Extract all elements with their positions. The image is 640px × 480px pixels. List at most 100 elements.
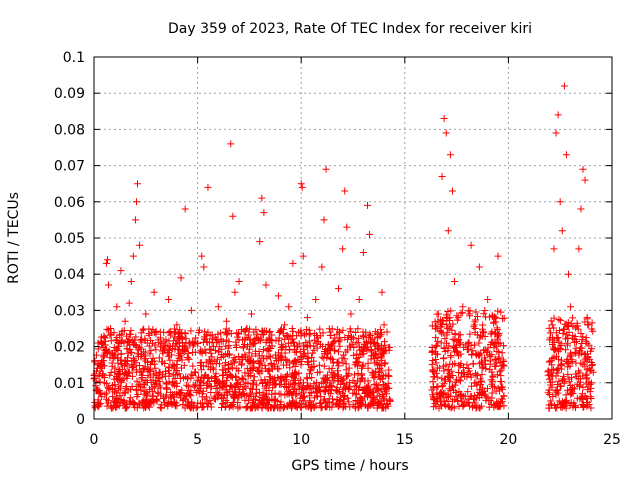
data-point [192,334,200,342]
data-point [192,368,200,376]
data-point [305,326,313,334]
data-point [127,385,135,393]
data-point [339,245,347,253]
data-point [106,385,114,393]
data-point [238,361,246,369]
data-point [554,389,562,397]
data-point [465,399,473,407]
data-point [99,370,107,378]
data-point [280,325,288,333]
data-point [153,395,161,403]
data-point [211,373,219,381]
data-point [305,337,313,345]
data-point [449,320,457,328]
data-point [273,357,281,365]
data-point [371,340,379,348]
data-point [297,404,305,412]
data-point [335,397,343,405]
data-point [369,351,377,359]
data-point [559,329,567,337]
data-point [448,382,456,390]
data-point [176,326,184,334]
data-point [457,309,465,317]
data-point [434,317,442,325]
data-point [346,325,354,333]
data-point [576,378,584,386]
data-point [568,374,576,382]
data-point [380,349,388,357]
data-point [183,353,191,361]
data-point [223,398,231,406]
data-point [576,395,584,403]
data-point [225,364,233,372]
data-point [580,401,588,409]
data-point [147,328,155,336]
data-point [302,338,310,346]
data-point [498,395,506,403]
data-point [277,353,285,361]
data-point [551,345,559,353]
x-tick-label: 5 [193,432,202,448]
data-point [136,343,144,351]
data-point [327,331,335,339]
data-point [110,329,118,337]
data-point [225,327,233,335]
data-point [441,401,449,409]
data-point [91,370,99,378]
data-point [244,402,252,410]
data-point [133,377,141,385]
data-point [359,328,367,336]
data-point [485,403,493,411]
data-point [342,360,350,368]
data-point [442,376,450,384]
data-point [231,288,239,296]
data-point [160,399,168,407]
data-point [263,354,271,362]
data-point [352,328,360,336]
data-point [211,395,219,403]
y-tick-label: 0.06 [54,195,85,211]
data-point [276,352,284,360]
data-point [166,328,174,336]
data-point [103,395,111,403]
data-point [488,368,496,376]
data-point [370,374,378,382]
data-point [556,198,564,206]
data-point [102,259,110,267]
data-point [491,356,499,364]
data-point [323,383,331,391]
data-point [588,319,596,327]
data-point [364,359,372,367]
data-point [326,345,334,353]
data-point [493,324,501,332]
data-point [158,358,166,366]
data-point [437,398,445,406]
data-point [433,341,441,349]
data-point [564,370,572,378]
data-point [484,296,492,304]
data-point [494,340,502,348]
data-point [112,336,120,344]
data-point [310,380,318,388]
data-point [266,335,274,343]
data-point [181,392,189,400]
data-point [195,328,203,336]
data-point [247,391,255,399]
data-point [128,361,136,369]
data-point [367,399,375,407]
data-point [115,343,123,351]
data-point [233,329,241,337]
data-point [167,398,175,406]
data-point [562,346,570,354]
data-point [355,296,363,304]
data-point [587,404,595,412]
data-point [217,353,225,361]
data-point [298,183,306,191]
data-point [106,331,114,339]
data-point [321,375,329,383]
data-point [173,402,181,410]
data-point [101,349,109,357]
data-point [219,399,227,407]
data-point [165,296,173,304]
data-point [340,391,348,399]
